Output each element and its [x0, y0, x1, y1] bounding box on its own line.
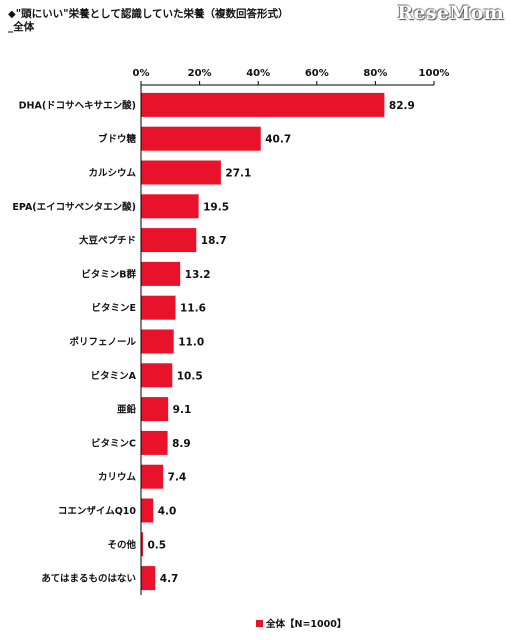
- category-label: コエンザイムQ10: [58, 506, 136, 517]
- bar: [141, 228, 197, 253]
- x-tick-label: 40%: [246, 68, 270, 79]
- bar: [141, 160, 221, 185]
- x-tick-label: 20%: [188, 68, 212, 79]
- bar: [141, 363, 173, 388]
- category-label: ビタミンC: [91, 437, 136, 449]
- diamond-icon: ◆: [8, 9, 16, 20]
- chart-subtitle: _全体: [8, 21, 35, 33]
- value-label: 19.5: [203, 201, 229, 213]
- value-label: 0.5: [147, 539, 166, 551]
- category-label: EPA(エイコサペンタエン酸): [12, 201, 136, 213]
- x-tick-label: 0%: [133, 68, 150, 79]
- x-tick-label: 80%: [363, 68, 387, 79]
- category-label: 亜鉛: [117, 404, 137, 416]
- category-label: ポリフェノール: [69, 336, 136, 348]
- category-label: 大豆ペプチド: [79, 235, 136, 247]
- x-tick-label: 60%: [305, 68, 329, 79]
- bar: [141, 329, 174, 354]
- bar: [141, 261, 181, 286]
- category-label: DHA(ドコサヘキサエン酸): [19, 99, 136, 111]
- category-label: カリウム: [98, 472, 137, 483]
- category-label: ブドウ糖: [98, 133, 137, 145]
- category-label: あてはまるものはない: [41, 573, 136, 585]
- value-label: 11.6: [180, 303, 206, 315]
- bar: [141, 295, 176, 320]
- legend-swatch: [256, 619, 263, 627]
- resemom-logo: ReseMom: [397, 2, 504, 24]
- bar: [141, 464, 164, 489]
- value-label: 7.4: [168, 472, 187, 484]
- x-tick-label: 100%: [419, 68, 450, 79]
- value-label: 13.2: [185, 269, 211, 281]
- value-label: 10.5: [177, 370, 203, 382]
- bar: [141, 532, 143, 557]
- bar: [141, 566, 156, 591]
- legend: 全体【N=1000】: [256, 616, 346, 630]
- value-label: 11.0: [178, 337, 204, 349]
- bar: [141, 498, 154, 523]
- value-label: 9.1: [173, 404, 192, 416]
- value-label: 4.0: [158, 506, 177, 518]
- chart-title: "頭にいい"栄養として認識していた栄養（複数回答形式）: [15, 8, 289, 20]
- category-label: ビタミンA: [91, 370, 137, 382]
- bar: [141, 194, 199, 219]
- chart-header: ◆"頭にいい"栄養として認識していた栄養（複数回答形式） _全体: [8, 8, 289, 34]
- bar: [141, 92, 385, 117]
- legend-label: 全体【N=1000】: [266, 619, 347, 630]
- category-label: その他: [107, 539, 136, 551]
- category-label: ビタミンE: [92, 302, 137, 314]
- value-label: 8.9: [172, 438, 191, 450]
- bar: [141, 397, 169, 422]
- value-label: 18.7: [201, 235, 227, 247]
- category-label: ビタミンB群: [81, 268, 136, 280]
- value-label: 27.1: [225, 168, 251, 180]
- value-label: 82.9: [389, 100, 415, 112]
- bar: [141, 430, 168, 455]
- bar: [141, 126, 261, 151]
- value-label: 40.7: [265, 134, 291, 146]
- category-label: カルシウム: [88, 168, 136, 179]
- value-label: 4.7: [160, 573, 179, 585]
